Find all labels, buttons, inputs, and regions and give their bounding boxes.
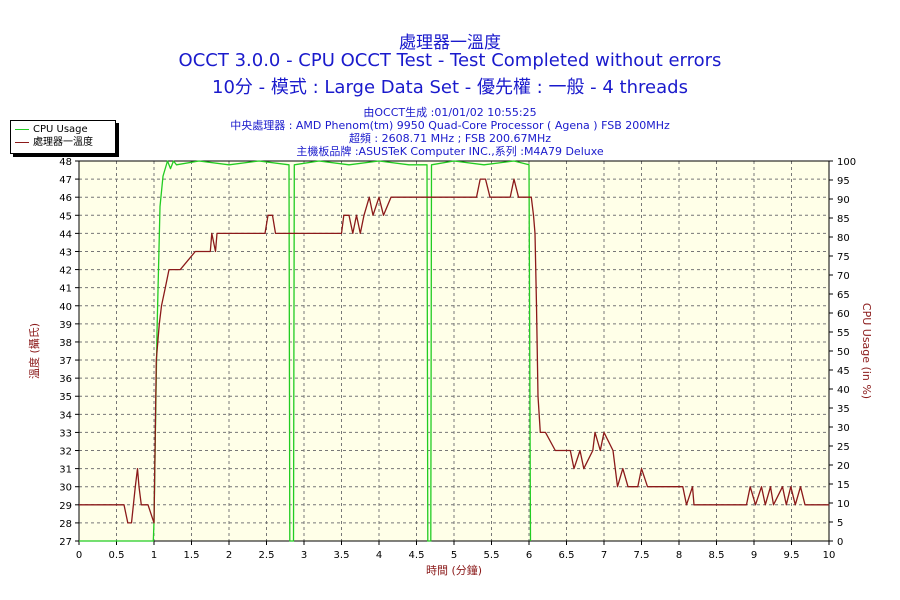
series-line-temperature bbox=[79, 178, 829, 524]
y-left-tick-label: 47 bbox=[59, 175, 72, 186]
y-right-axis-label: CPU Usage (in %) bbox=[860, 303, 873, 399]
legend-swatch-temperature bbox=[15, 141, 29, 143]
info-cpu: 中央處理器 : AMD Phenom(tm) 9950 Quad-Core Pr… bbox=[230, 119, 670, 132]
x-tick-label: 8.5 bbox=[709, 550, 725, 561]
y-left-tick-label: 33 bbox=[59, 428, 72, 439]
x-tick-label: 5.5 bbox=[484, 550, 500, 561]
y-right-tick-label: 5 bbox=[837, 518, 843, 529]
y-right-tick-label: 85 bbox=[837, 214, 850, 225]
y-left-tick-label: 31 bbox=[59, 465, 72, 476]
y-left-tick-label: 28 bbox=[59, 519, 72, 530]
y-left-tick-label: 40 bbox=[59, 302, 72, 313]
y-right-tick-label: 45 bbox=[837, 366, 850, 377]
y-right-tick-label: 70 bbox=[837, 271, 850, 282]
chart-title-line-3: 10分 - 模式 : Large Data Set - 優先權 : 一般 - 4… bbox=[212, 77, 688, 98]
x-tick-label: 1.5 bbox=[184, 550, 200, 561]
y-right-tick-label: 40 bbox=[837, 385, 850, 396]
chart-title-line-1: 處理器一溫度 bbox=[399, 33, 501, 53]
x-tick-label: 3 bbox=[301, 550, 307, 561]
x-tick-label: 9 bbox=[751, 550, 757, 561]
x-tick-label: 9.5 bbox=[784, 550, 800, 561]
plot-background bbox=[79, 161, 829, 541]
y-left-tick-label: 39 bbox=[59, 320, 72, 331]
y-left-tick-label: 37 bbox=[59, 356, 72, 367]
y-right-tick-label: 20 bbox=[837, 461, 850, 472]
x-tick-label: 5 bbox=[451, 550, 457, 561]
y-right-tick-label: 15 bbox=[837, 480, 850, 491]
y-right-tick-label: 65 bbox=[837, 290, 850, 301]
legend-item-temperature: 處理器一溫度 bbox=[15, 136, 93, 149]
info-generated: 由OCCT生成 :01/01/02 10:55:25 bbox=[363, 106, 537, 119]
y-left-tick-label: 43 bbox=[59, 247, 72, 258]
y-right-tick-label: 100 bbox=[837, 157, 856, 168]
info-motherboard: 主機板品牌 :ASUSTeK Computer INC.,系列 :M4A79 D… bbox=[296, 145, 604, 158]
y-left-tick-label: 29 bbox=[59, 501, 72, 512]
info-clock: 超頻 : 2608.71 MHz ; FSB 200.67MHz bbox=[348, 132, 552, 145]
y-left-tick-label: 30 bbox=[59, 483, 72, 494]
y-left-tick-label: 42 bbox=[59, 266, 72, 277]
y-left-tick-label: 35 bbox=[59, 392, 72, 403]
y-left-tick-label: 41 bbox=[59, 284, 72, 295]
x-tick-label: 2 bbox=[226, 550, 232, 561]
y-right-tick-label: 55 bbox=[837, 328, 850, 339]
chart-title-line-2: OCCT 3.0.0 - CPU OCCT Test - Test Comple… bbox=[178, 50, 722, 71]
x-tick-label: 2.5 bbox=[259, 550, 275, 561]
x-tick-label: 4.5 bbox=[409, 550, 425, 561]
legend-label-cpu-usage: CPU Usage bbox=[33, 124, 88, 135]
x-tick-label: 1 bbox=[151, 550, 157, 561]
x-tick-label: 0.5 bbox=[109, 550, 125, 561]
y-right-tick-label: 90 bbox=[837, 195, 850, 206]
y-left-tick-label: 48 bbox=[59, 157, 72, 168]
y-left-tick-label: 34 bbox=[59, 410, 72, 421]
y-right-tick-label: 95 bbox=[837, 176, 850, 187]
x-axis-label: 時間 (分鐘) bbox=[426, 563, 482, 577]
y-right-tick-label: 75 bbox=[837, 252, 850, 263]
y-left-tick-label: 36 bbox=[59, 374, 72, 385]
x-tick-label: 6 bbox=[526, 550, 532, 561]
legend-swatch-cpu-usage bbox=[15, 128, 29, 130]
y-right-tick-label: 80 bbox=[837, 233, 850, 244]
y-right-tick-label: 25 bbox=[837, 442, 850, 453]
legend-item-cpu-usage: CPU Usage bbox=[15, 123, 88, 136]
y-left-tick-label: 45 bbox=[59, 211, 72, 222]
y-left-tick-label: 44 bbox=[59, 229, 72, 240]
y-right-tick-label: 35 bbox=[837, 404, 850, 415]
y-left-tick-label: 46 bbox=[59, 193, 72, 204]
x-tick-label: 3.5 bbox=[334, 550, 350, 561]
x-tick-label: 7.5 bbox=[634, 550, 650, 561]
y-right-tick-label: 60 bbox=[837, 309, 850, 320]
x-tick-label: 0 bbox=[76, 550, 82, 561]
chart-legend: CPU Usage 處理器一溫度 bbox=[10, 120, 116, 154]
y-left-axis-label: 溫度 (攝氏) bbox=[27, 323, 41, 379]
y-left-tick-label: 38 bbox=[59, 338, 72, 349]
x-tick-label: 10 bbox=[823, 550, 836, 561]
y-right-tick-label: 30 bbox=[837, 423, 850, 434]
y-left-tick-label: 32 bbox=[59, 447, 72, 458]
legend-label-temperature: 處理器一溫度 bbox=[33, 137, 93, 148]
y-right-tick-label: 10 bbox=[837, 499, 850, 510]
y-right-tick-label: 0 bbox=[837, 537, 843, 548]
y-right-tick-label: 50 bbox=[837, 347, 850, 358]
x-tick-label: 6.5 bbox=[559, 550, 575, 561]
x-tick-label: 7 bbox=[601, 550, 607, 561]
x-tick-label: 8 bbox=[676, 550, 682, 561]
series-line-cpu-usage bbox=[79, 160, 532, 542]
y-left-tick-label: 27 bbox=[59, 537, 72, 548]
x-tick-label: 4 bbox=[376, 550, 382, 561]
